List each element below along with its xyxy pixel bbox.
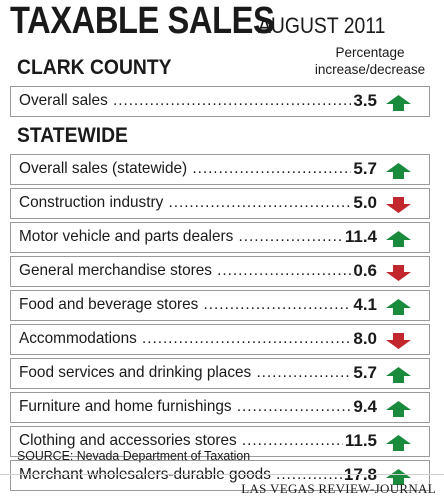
arrow-up-icon [386,401,411,417]
arrow-shape [386,163,411,179]
row-label: Overall sales [19,92,367,110]
table-row: Food services and drinking places5.7 [10,358,430,389]
row-value: 11.4 [342,227,377,247]
footer-divider [0,474,444,475]
arrow-shape [386,435,411,451]
row-label: Food and beverage stores [19,296,367,314]
publication-credit: LAS VEGAS REVIEW-JOURNAL [241,481,436,496]
column-header-line1: Percentage [335,45,405,60]
row-value: 9.4 [351,397,377,417]
row-label: Clothing and accessories stores [19,432,367,450]
arrow-down-icon [386,265,411,281]
arrow-shape [386,333,411,349]
arrow-up-icon [386,95,411,111]
table-row: Motor vehicle and parts dealers11.4 [10,222,430,253]
arrow-up-icon [386,299,411,315]
table-row: Food and beverage stores4.1 [10,290,430,321]
table-row: Furniture and home furnishings9.4 [10,392,430,423]
table-row: Clothing and accessories stores11.5 [10,426,430,457]
chart-title: TAXABLE SALES [10,0,275,42]
row-value: 11.5 [342,431,377,451]
row-label: Motor vehicle and parts dealers [19,228,367,246]
arrow-down-icon [386,197,411,213]
arrow-shape [386,401,411,417]
chart-date: AUGUST 2011 [258,13,386,38]
table-row: Accommodations8.0 [10,324,430,355]
arrow-shape [386,197,411,213]
arrow-shape [386,469,411,485]
arrow-shape [386,95,411,111]
row-value: 5.7 [351,159,377,179]
arrow-shape [386,265,411,281]
table-rows: Overall sales3.5 Overall sales (statewide… [10,0,440,500]
row-label: Construction industry [19,194,367,212]
arrow-up-icon [386,163,411,179]
arrow-down-icon [386,333,411,349]
arrow-shape [386,367,411,383]
column-header-line2: increase/decrease [314,62,426,77]
row-value: 5.0 [351,193,377,213]
row-label: General merchandise stores [19,262,367,280]
column-header: Percentage increase/decrease [310,44,430,78]
table-row: Overall sales (statewide)5.7 [10,154,430,185]
arrow-up-icon [386,231,411,247]
row-value: 3.5 [351,91,377,111]
row-value: 8.0 [351,329,377,349]
row-label: Food services and drinking places [19,364,367,382]
section-heading-statewide: STATEWIDE [17,124,128,147]
row-value: 5.7 [351,363,377,383]
arrow-up-icon [386,367,411,383]
row-label: Accommodations [19,330,367,348]
row-value: 0.6 [351,261,377,281]
row-label: Overall sales (statewide) [19,160,367,178]
section-heading-clark-county: CLARK COUNTY [17,56,172,79]
row-value: 4.1 [351,295,377,315]
table-row: Construction industry5.0 [10,188,430,219]
arrow-up-icon [386,435,411,451]
row-label: Furniture and home furnishings [19,398,367,416]
arrow-up-icon [386,469,411,485]
table-row: General merchandise stores0.6 [10,256,430,287]
arrow-shape [386,231,411,247]
source-note: SOURCE: Nevada Department of Taxation [17,448,251,463]
arrow-shape [386,299,411,315]
table-row: Overall sales3.5 [10,86,430,117]
